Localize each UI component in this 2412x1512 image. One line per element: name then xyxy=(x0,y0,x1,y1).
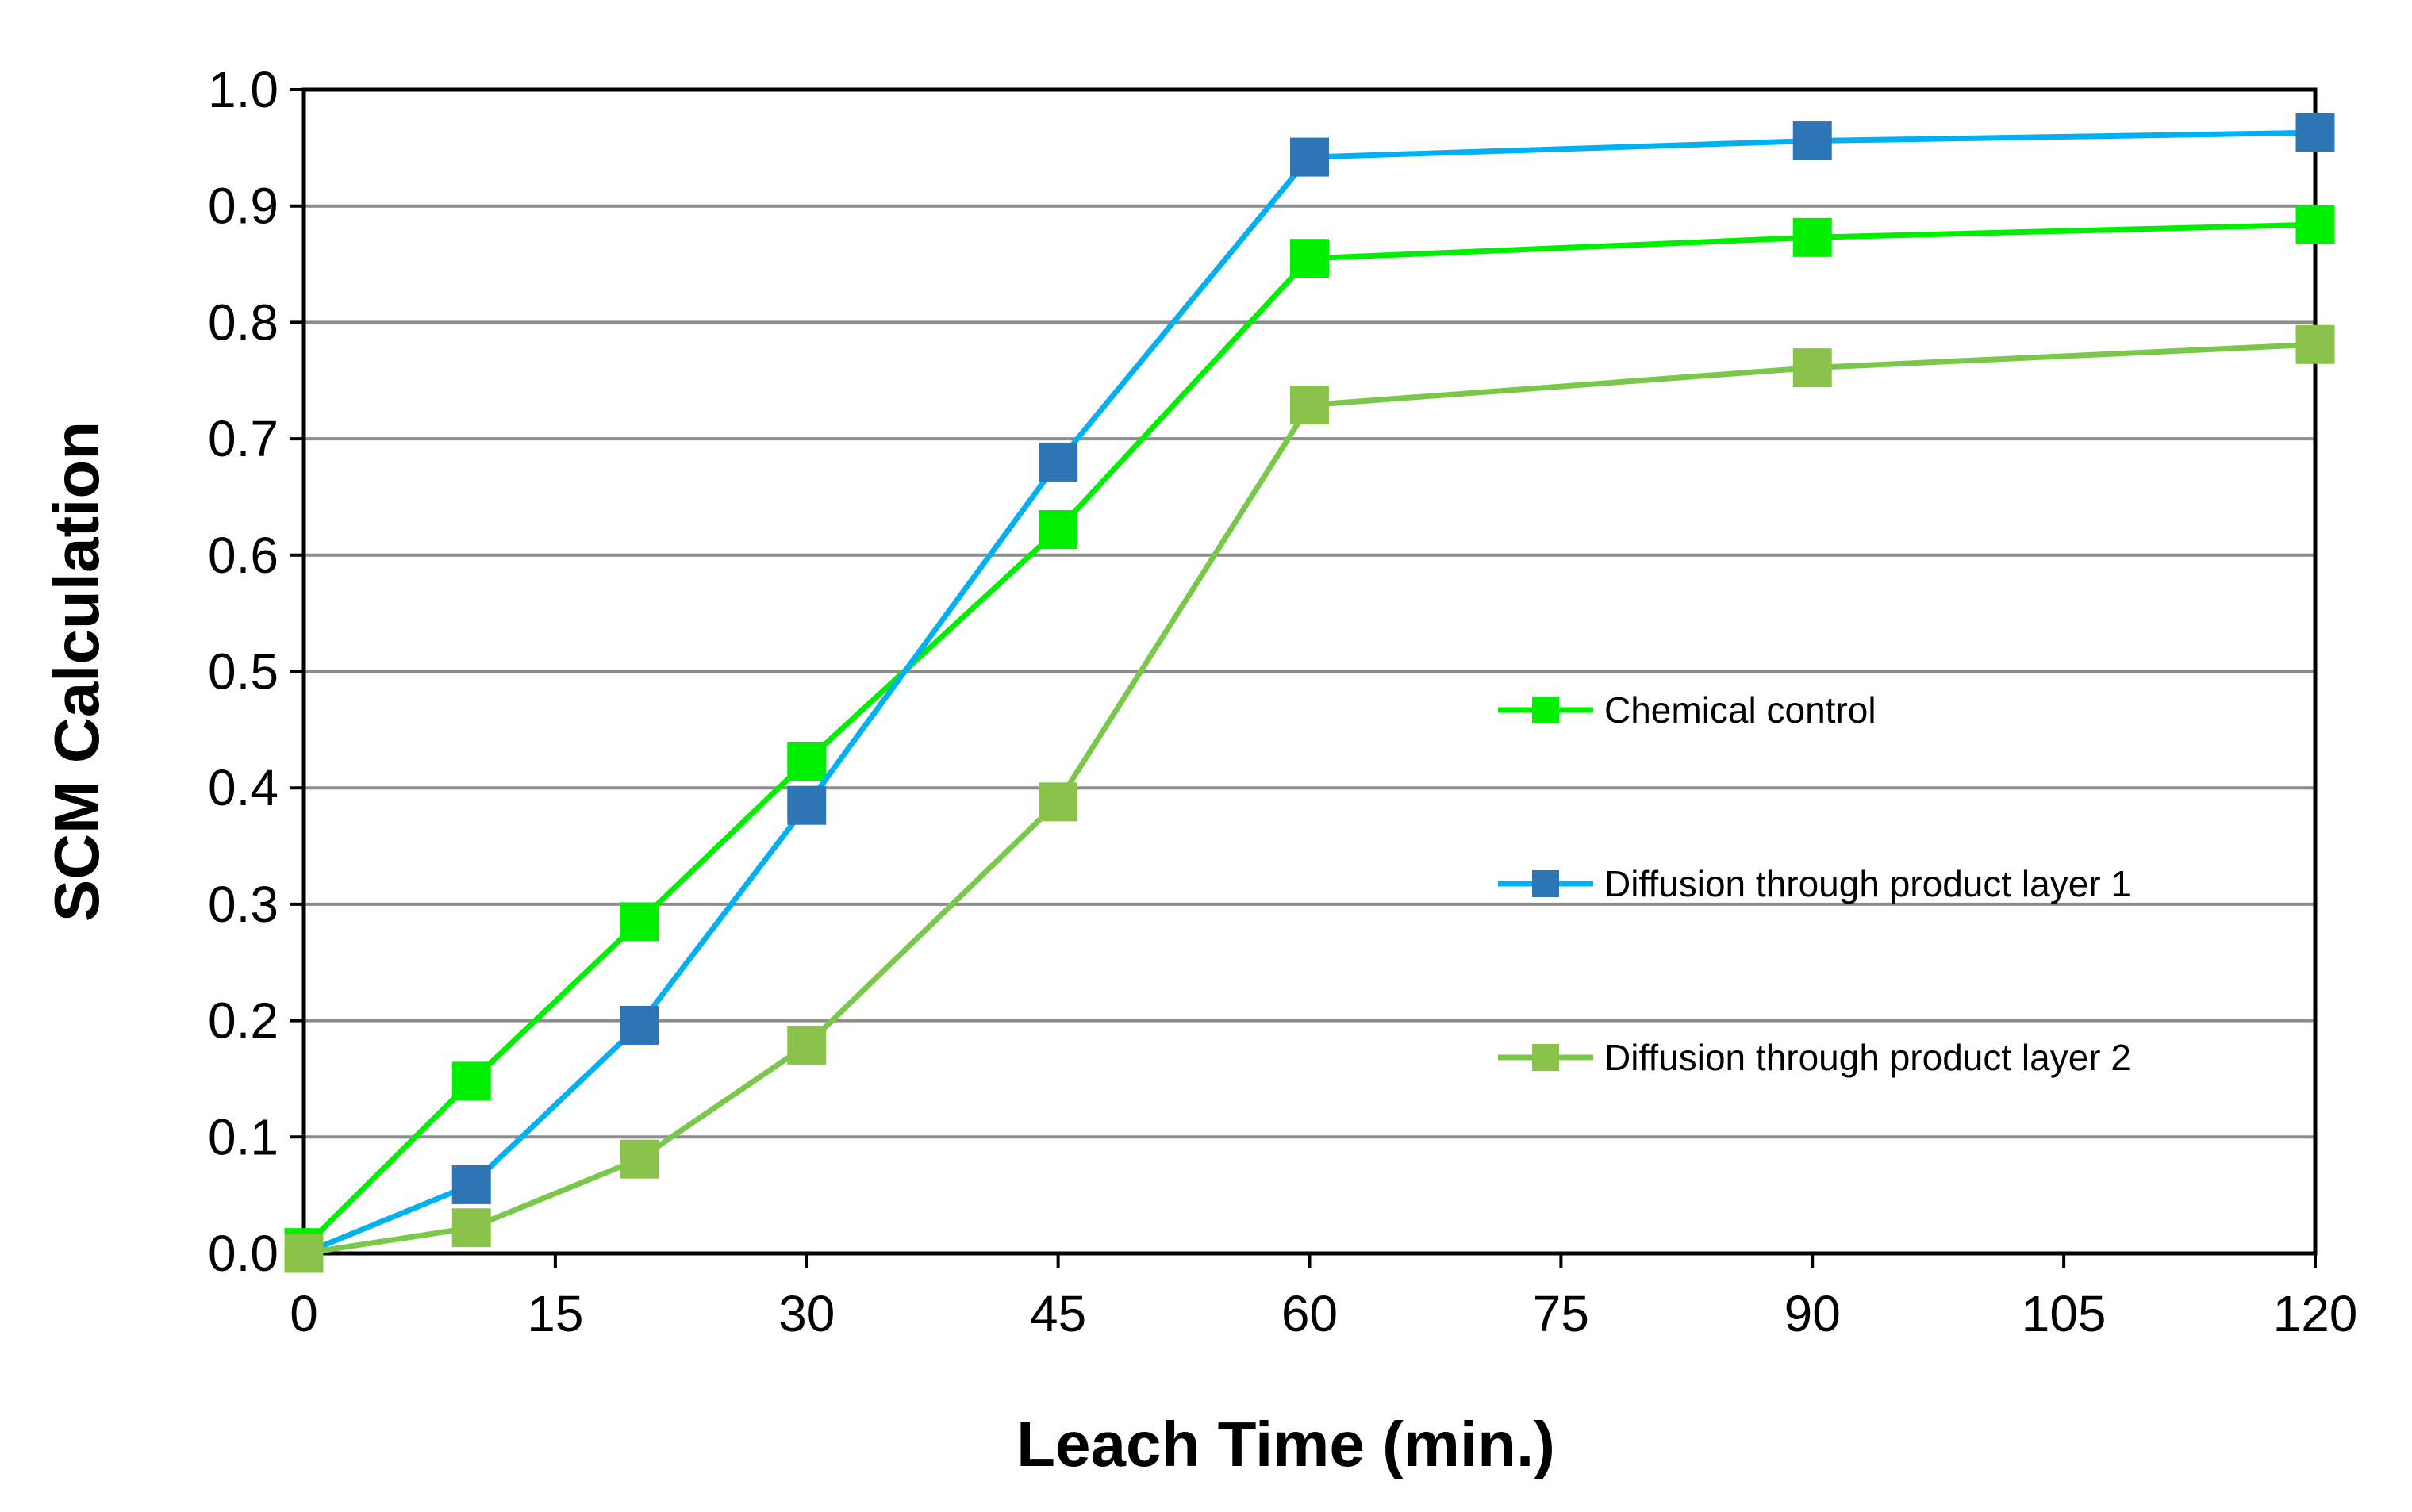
data-point xyxy=(284,1234,324,1273)
legend-label: Diffusion through product layer 2 xyxy=(1604,1037,2131,1078)
legend: Chemical control Diffusion through produc… xyxy=(1498,689,2131,1078)
data-point xyxy=(620,1005,659,1045)
data-point xyxy=(787,1025,827,1065)
data-point xyxy=(1792,348,1832,388)
data-point xyxy=(620,1139,659,1179)
legend-label: Chemical control xyxy=(1604,689,1876,731)
y-axis-title: SCM Calculation xyxy=(41,421,112,922)
data-point xyxy=(1290,386,1329,425)
legend-item: Diffusion through product layer 1 xyxy=(1498,863,2131,904)
data-point xyxy=(1792,121,1832,161)
x-tick-label: 60 xyxy=(1281,1285,1338,1342)
y-tick-label: 0.8 xyxy=(208,294,278,351)
data-point xyxy=(1039,442,1078,482)
y-tick-label: 0.6 xyxy=(208,527,278,584)
y-tick-label: 0.1 xyxy=(208,1108,278,1165)
y-tick-label: 0.2 xyxy=(208,992,278,1050)
data-point xyxy=(1039,510,1078,550)
legend-marker xyxy=(1532,1044,1559,1071)
data-point xyxy=(451,1061,491,1101)
data-point xyxy=(1039,782,1078,822)
x-axis-title: Leach Time (min.) xyxy=(1016,1409,1555,1479)
y-tick-label: 0.5 xyxy=(208,643,278,700)
x-tick-label: 90 xyxy=(1784,1285,1841,1342)
data-point xyxy=(451,1165,491,1204)
legend-label: Diffusion through product layer 1 xyxy=(1604,863,2131,904)
y-tick-label: 0.0 xyxy=(208,1225,278,1282)
data-point xyxy=(2295,113,2335,152)
data-point xyxy=(787,785,827,825)
legend-marker xyxy=(1532,870,1559,897)
x-tick-label: 0 xyxy=(290,1285,318,1342)
series-group xyxy=(284,113,2335,1273)
series-3 xyxy=(284,324,2335,1273)
axis-ticks: 0.0 0.1 0.2 0.3 0.4 0.5 0.6 0.7 0.8 0.9 1.0 0 15 30 45… xyxy=(208,61,2357,1342)
y-tick-label: 0.3 xyxy=(208,876,278,933)
y-tick-label: 0.4 xyxy=(208,759,278,816)
legend-marker xyxy=(1532,697,1559,723)
y-tick-label: 1.0 xyxy=(208,61,278,118)
x-tick-label: 75 xyxy=(1533,1285,1589,1342)
y-tick-label: 0.7 xyxy=(208,410,278,467)
data-point xyxy=(620,902,659,942)
x-tick-label: 45 xyxy=(1030,1285,1086,1342)
data-point xyxy=(2295,324,2335,364)
x-tick-label: 15 xyxy=(527,1285,583,1342)
data-point xyxy=(1290,137,1329,177)
series-line xyxy=(303,341,2316,1257)
legend-item: Chemical control xyxy=(1498,689,1876,731)
x-tick-label: 120 xyxy=(2273,1285,2358,1342)
data-point xyxy=(451,1208,491,1248)
x-tick-label: 105 xyxy=(2022,1285,2107,1342)
data-point xyxy=(2295,205,2335,244)
data-point xyxy=(1792,217,1832,257)
series-line xyxy=(302,129,2316,1257)
legend-item: Diffusion through product layer 2 xyxy=(1498,1037,2131,1078)
series-line xyxy=(302,221,2316,1250)
y-tick-label: 0.9 xyxy=(208,178,278,235)
data-point xyxy=(787,741,827,781)
data-point xyxy=(1290,239,1329,278)
x-tick-label: 30 xyxy=(778,1285,835,1342)
